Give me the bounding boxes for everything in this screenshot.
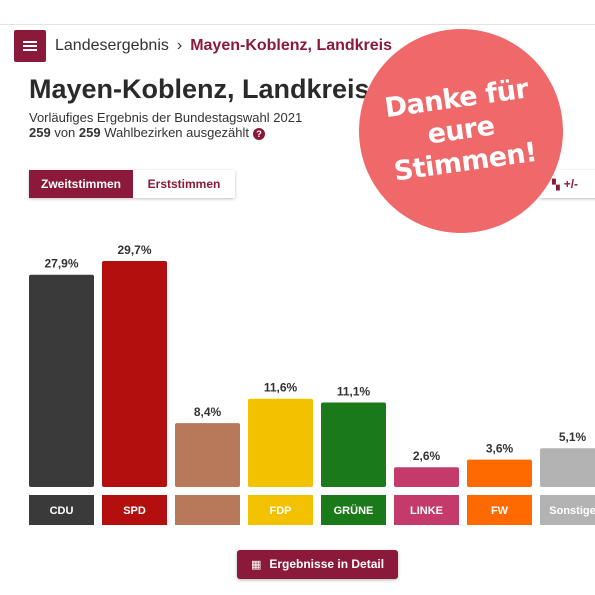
results-detail-label: Ergebnisse in Detail xyxy=(269,557,385,571)
bar-fw[interactable] xyxy=(467,459,532,487)
breadcrumb: Landesergebnis › Mayen-Koblenz, Landkreis xyxy=(55,37,392,55)
tab-erststimmen[interactable]: Erststimmen xyxy=(133,170,235,198)
bar-value-label: 27,9% xyxy=(44,257,78,271)
breadcrumb-current: Mayen-Koblenz, Landkreis xyxy=(190,37,393,54)
counted-of: von xyxy=(54,125,76,140)
page-title: Mayen-Koblenz, Landkreis xyxy=(29,74,370,104)
party-label: GRÜNE xyxy=(334,504,374,517)
party-label-box xyxy=(29,495,94,525)
results-detail-button[interactable]: ▦ Ergebnisse in Detail xyxy=(237,550,398,579)
party-label-box xyxy=(540,495,595,525)
thanks-badge: Danke für eure Stimmen! xyxy=(359,29,563,233)
total-value: 259 xyxy=(78,125,101,140)
table-icon: ▦ xyxy=(250,559,262,571)
party-label: LINKE xyxy=(410,505,443,517)
party-label: Sonstige xyxy=(549,505,595,517)
party-label-box xyxy=(467,495,532,525)
bar-fdp[interactable] xyxy=(248,398,313,487)
difference-icon: ▚ xyxy=(552,180,560,191)
bar-value-label: 11,1% xyxy=(337,385,371,399)
party-label-box xyxy=(248,495,313,525)
bar-sonstige[interactable] xyxy=(540,448,595,487)
party-label: CDU xyxy=(50,505,74,517)
party-label-box xyxy=(175,495,240,525)
vote-type-tabs: Zweitstimmen Erststimmen xyxy=(29,170,235,198)
bar-linke[interactable] xyxy=(394,467,459,487)
bar-party-2[interactable] xyxy=(175,423,240,487)
results-bar-chart: 27,9% CDU 29,7% SPD 8,4% 11,6% FDP 11,1% GRÜNE 2,… xyxy=(29,243,595,525)
bar-value-label: 8,4% xyxy=(194,405,222,419)
bar-value-label: 29,7% xyxy=(117,243,151,257)
bar-value-label: 3,6% xyxy=(486,442,514,456)
bar-value-label: 2,6% xyxy=(413,449,441,463)
hamburger-icon-line xyxy=(23,49,37,51)
party-label: FW xyxy=(491,505,509,517)
party-label-box xyxy=(102,495,167,525)
bar-grüne[interactable] xyxy=(321,402,386,487)
tab-zweitstimmen[interactable]: Zweitstimmen xyxy=(29,170,133,198)
thanks-badge-text: Danke für eure Stimmen! xyxy=(346,16,576,246)
bar-spd[interactable] xyxy=(102,261,167,487)
party-label: FDP xyxy=(270,505,292,517)
bar-cdu[interactable] xyxy=(29,274,94,487)
hamburger-icon xyxy=(23,41,37,43)
bar-value-label: 5,1% xyxy=(559,430,587,444)
party-label-box xyxy=(321,495,386,525)
help-icon[interactable]: ? xyxy=(253,128,266,140)
page-subtitle: Vorläufiges Ergebnis der Bundestagswahl … xyxy=(29,110,303,125)
counted-status: 259 von 259 Wahlbezirken ausgezählt? xyxy=(29,125,266,140)
chevron-right-icon: › xyxy=(176,37,183,54)
difference-label: +/- xyxy=(563,177,579,191)
menu-button[interactable] xyxy=(14,30,46,62)
counted-value: 259 xyxy=(29,125,51,140)
hamburger-icon-line xyxy=(23,45,37,47)
breadcrumb-home-link[interactable]: Landesergebnis xyxy=(55,37,169,54)
top-divider xyxy=(0,24,595,25)
bar-value-label: 11,6% xyxy=(264,381,298,395)
party-label: SPD xyxy=(123,505,146,517)
counted-suffix: Wahlbezirken ausgezählt xyxy=(104,125,250,140)
party-label-box xyxy=(394,495,459,525)
